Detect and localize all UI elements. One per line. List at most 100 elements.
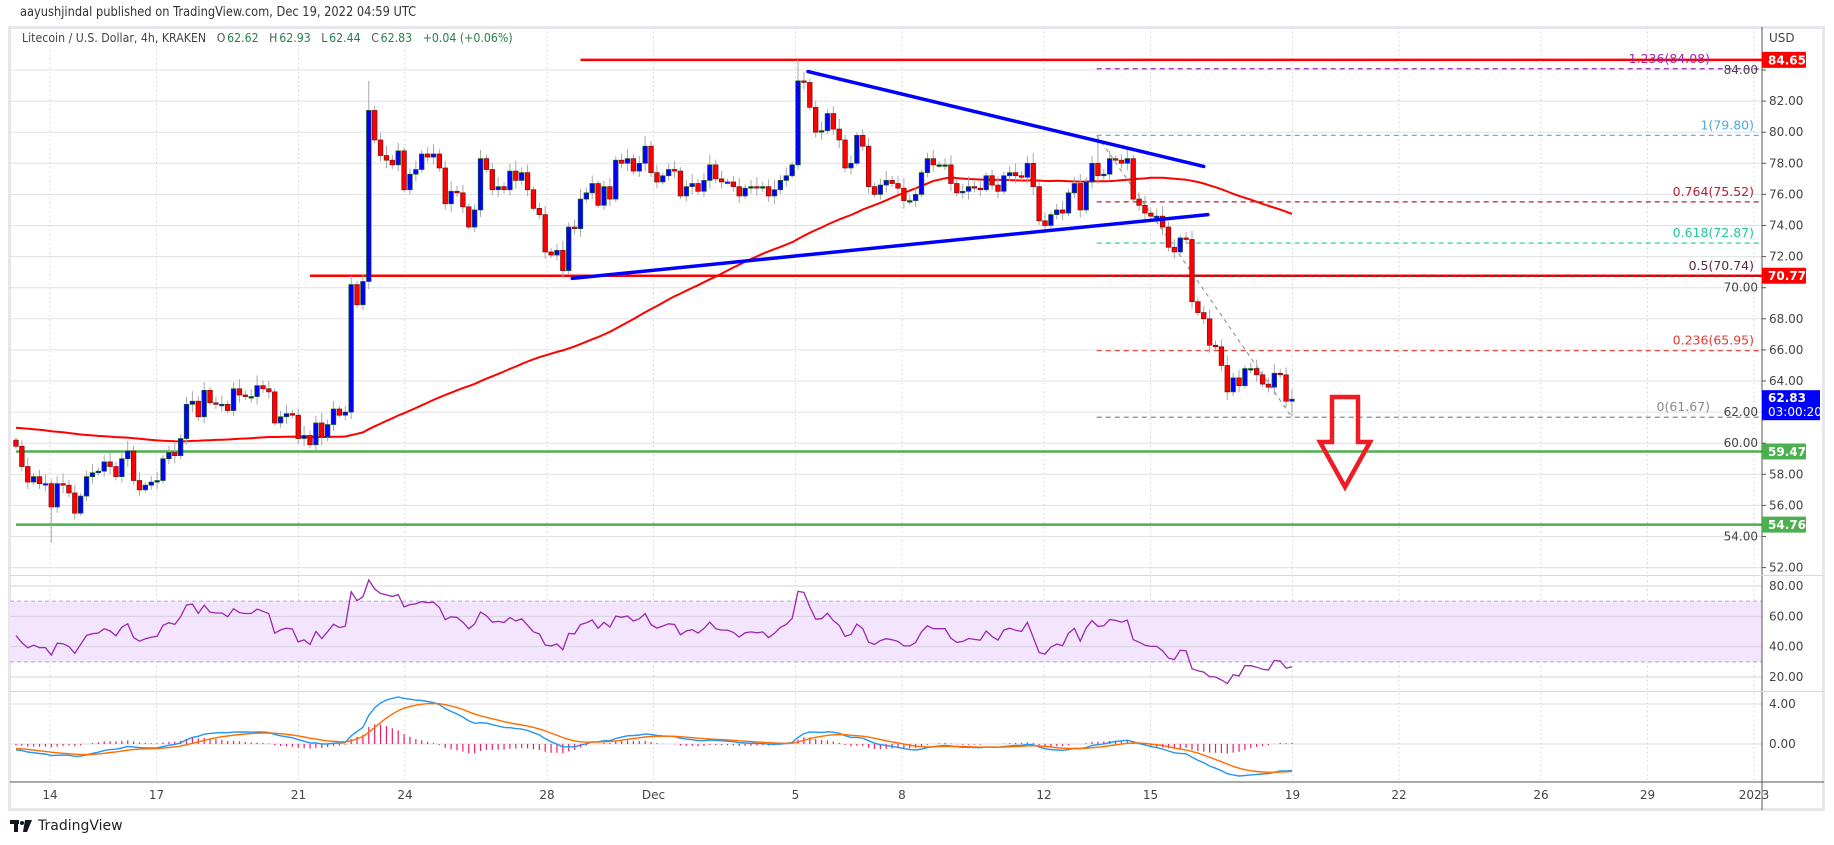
candle-up — [924, 158, 931, 173]
time-tick-label: 29 — [1640, 788, 1655, 802]
low-value: 62.44 — [329, 30, 361, 45]
candle-up — [1107, 158, 1113, 175]
candle-up — [42, 483, 49, 486]
candle-down — [530, 189, 537, 209]
candle-down — [25, 466, 31, 483]
price-tick-label: 70.00 — [1724, 281, 1758, 295]
candle-up — [1154, 215, 1160, 219]
candle-down — [542, 214, 548, 253]
candle-up — [230, 388, 237, 411]
candle-up — [1024, 162, 1031, 178]
candle-down — [977, 187, 983, 191]
candle-up — [883, 180, 889, 186]
candle-down — [989, 175, 995, 186]
price-pane: 1.236(84.08) 1(79.80) 0.764(75.52) 0.618(72… — [13, 51, 1762, 543]
candle-up — [342, 411, 348, 416]
support-price-tag-label: 59.47 — [1768, 445, 1806, 459]
macd-tick-label: 0.00 — [1769, 737, 1796, 751]
time-tick-label: 28 — [539, 788, 554, 802]
candle-down — [813, 106, 819, 133]
candle-down — [889, 180, 895, 184]
candle-up — [254, 385, 260, 397]
candle-down — [1159, 215, 1166, 228]
high-value: 62.93 — [279, 30, 311, 45]
candle-up — [1083, 181, 1089, 211]
candle-down — [801, 80, 807, 83]
tradingview-brand-text: TradingView — [38, 818, 123, 834]
candle-up — [642, 145, 648, 164]
time-tick-label: Dec — [642, 788, 665, 802]
candle-down — [718, 178, 725, 183]
candle-up — [583, 192, 590, 200]
candle-down — [489, 169, 495, 191]
candle-down — [736, 186, 742, 197]
rsi-tick-label: 80.00 — [1769, 579, 1803, 593]
candle-up — [395, 150, 401, 166]
candle-up — [1177, 237, 1183, 253]
fib-level-label: 0.618(72.87) — [1673, 225, 1754, 240]
candle-down — [560, 250, 566, 271]
candle-down — [1059, 209, 1066, 214]
candle-down — [272, 391, 278, 424]
candle-up — [918, 172, 925, 195]
support-price-tag-label: 54.76 — [1768, 518, 1806, 532]
price-tick-label: 52.00 — [1769, 561, 1803, 575]
rsi-tick-label: 60.00 — [1769, 609, 1803, 623]
candle-up — [125, 450, 131, 460]
candle-down — [671, 169, 678, 172]
candle-down — [524, 172, 531, 191]
candle-down — [548, 251, 554, 256]
candle-down — [995, 184, 1001, 192]
candle-down — [1224, 365, 1230, 393]
candle-down — [36, 476, 43, 484]
time-tick-label: 2023 — [1739, 788, 1770, 802]
candle-down — [730, 181, 737, 187]
candle-down — [1130, 158, 1136, 200]
candle-up — [824, 113, 831, 131]
candle-down — [442, 167, 448, 205]
open-label: O — [216, 30, 226, 45]
tradingview-logo[interactable]: TradingView — [10, 818, 123, 834]
candle-up — [448, 190, 454, 205]
candle-down — [307, 435, 313, 446]
candle-up — [248, 396, 254, 399]
lower-trendline — [570, 212, 1210, 281]
candle-up — [1001, 175, 1007, 192]
candle-up — [760, 186, 766, 189]
candle-down — [460, 192, 466, 208]
rsi-tick-label: 20.00 — [1769, 670, 1803, 684]
candle-up — [1054, 209, 1060, 215]
candle-up — [313, 422, 319, 446]
price-tick-label: 72.00 — [1769, 250, 1803, 264]
candle-down — [436, 153, 443, 169]
resistance-price-tag-label: 70.77 — [1768, 269, 1806, 283]
candle-down — [1195, 301, 1201, 313]
candle-up — [301, 435, 307, 439]
candle-up — [166, 452, 172, 460]
chart-frame — [8, 26, 1825, 811]
candle-up — [936, 164, 942, 167]
candle-up — [189, 400, 196, 405]
candle-down — [372, 110, 378, 141]
grid — [10, 27, 1762, 782]
candle-down — [19, 445, 25, 467]
fib-level-label: 0.5(70.74) — [1689, 258, 1754, 273]
candle-up — [78, 495, 84, 514]
down-arrow-icon — [1316, 394, 1374, 492]
candle-down — [1259, 374, 1266, 385]
price-tick-label: 68.00 — [1769, 312, 1803, 326]
price-tick-label: 80.00 — [1769, 125, 1803, 139]
published-by-text: aayushjindal published on TradingView.co… — [20, 5, 417, 20]
candle-up — [142, 484, 149, 491]
candle-down — [225, 403, 231, 411]
time-tick-label: 8 — [898, 788, 906, 802]
candle-down — [807, 82, 813, 108]
candle-down — [1042, 220, 1048, 226]
candle-down — [1206, 318, 1213, 346]
candle-up — [1101, 173, 1107, 177]
candle-down — [354, 284, 360, 306]
candle-down — [1142, 204, 1148, 214]
candle-up — [219, 403, 225, 407]
